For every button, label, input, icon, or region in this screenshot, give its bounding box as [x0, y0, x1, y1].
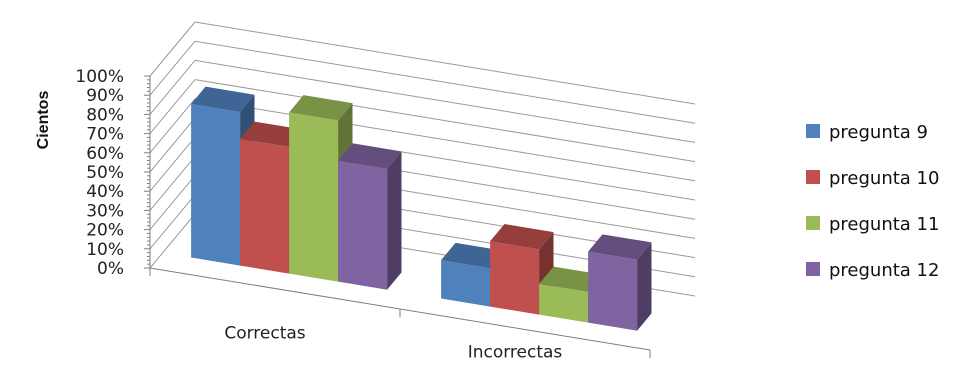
side-gridline [149, 21, 196, 77]
side-gridline [149, 60, 196, 115]
bar-front [441, 260, 491, 307]
side-gridline [149, 40, 196, 96]
bar-front [588, 251, 638, 331]
legend-item: pregunta 11 [806, 214, 939, 235]
gridline [194, 79, 696, 163]
bar-top [191, 86, 255, 112]
y-tick-label: 30% [86, 201, 124, 221]
legend: pregunta 9 pregunta 10 pregunta 11 pregunta… [806, 122, 939, 281]
legend-swatch [806, 216, 820, 230]
side-gridline [149, 213, 196, 269]
category-label: Correctas [224, 324, 305, 344]
y-tick-label: 60% [86, 144, 124, 164]
legend-item: pregunta 9 [806, 122, 928, 143]
legend-item: pregunta 12 [806, 260, 939, 281]
legend-label: pregunta 10 [829, 168, 939, 189]
bar-front [191, 103, 241, 266]
side-gridline [149, 156, 196, 211]
bar-top [588, 234, 652, 260]
side-gridline [149, 79, 196, 134]
legend-item: pregunta 10 [806, 168, 939, 189]
category-labels: Correctas Incorrectas [224, 324, 562, 363]
bar-top [338, 143, 402, 169]
legend-swatch [806, 124, 820, 138]
y-tick-label: 20% [86, 221, 124, 241]
bar-front [240, 138, 290, 274]
legend-swatch [806, 170, 820, 184]
y-tick-label: 50% [86, 163, 124, 183]
bar [588, 234, 652, 331]
y-axis-label: Cientos [35, 91, 52, 150]
y-tick-label: 100% [75, 67, 124, 87]
legend-label: pregunta 12 [829, 260, 939, 281]
bar-top [240, 121, 304, 147]
bar-top [441, 242, 505, 269]
bar-front [289, 112, 339, 282]
gridline [194, 40, 696, 124]
bar-front [338, 160, 388, 290]
side-gridline [149, 98, 196, 154]
y-tick-labels: 0%10%20%30%40%50%60%70%80%90%100% [75, 67, 124, 279]
y-tick-label: 40% [86, 182, 124, 202]
side-gridline [149, 136, 196, 192]
bar-front [539, 283, 589, 323]
bar-front [490, 241, 540, 315]
legend-label: pregunta 11 [829, 214, 939, 235]
bar-top [289, 95, 353, 121]
bars [191, 86, 652, 331]
y-tick-label: 80% [86, 105, 124, 125]
legend-swatch [806, 262, 820, 276]
y-tick-label: 70% [86, 125, 124, 145]
gridline [194, 59, 696, 143]
side-gridline [149, 194, 196, 250]
y-tick-label: 10% [86, 240, 124, 260]
legend-label: pregunta 9 [829, 122, 928, 143]
category-label: Incorrectas [468, 343, 563, 363]
y-tick-label: 0% [97, 259, 124, 279]
gridline [194, 21, 696, 105]
axes [144, 75, 651, 358]
y-tick-label: 90% [86, 86, 124, 106]
gridline [194, 98, 696, 182]
bar [338, 143, 402, 290]
bar-top [490, 224, 554, 250]
side-gridline [149, 175, 196, 230]
bar-side [637, 242, 652, 331]
side-gridline [149, 117, 196, 173]
bar-top [539, 266, 603, 292]
bar-side [387, 151, 402, 290]
